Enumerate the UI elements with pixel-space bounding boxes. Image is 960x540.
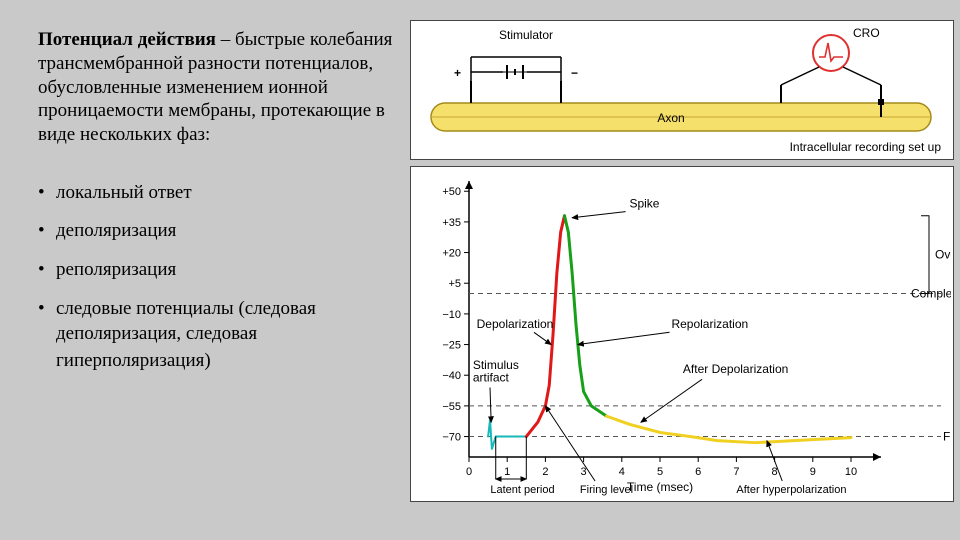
svg-text:0: 0 [466, 466, 472, 478]
svg-text:4: 4 [619, 466, 625, 478]
svg-text:Intracellular recording set up: Intracellular recording set up [790, 140, 942, 154]
svg-text:+50: +50 [442, 186, 461, 198]
svg-text:5: 5 [657, 466, 663, 478]
svg-text:Firing level: Firing level [580, 484, 633, 496]
list-item: деполяризация [38, 219, 400, 244]
svg-text:−70: −70 [442, 432, 461, 444]
svg-text:7: 7 [733, 466, 739, 478]
svg-text:+20: +20 [442, 248, 461, 260]
recording-setup-diagram: Axon Stimulator + − CRO Intracellular recordi… [410, 20, 954, 160]
svg-text:After hyperpolarization: After hyperpolarization [736, 484, 846, 496]
figure-column: Axon Stimulator + − CRO Intracellular recordi… [410, 0, 960, 540]
list-item: следовые потенциалы (следовая деполяриза… [38, 297, 400, 346]
svg-text:Axon: Axon [657, 111, 684, 125]
svg-text:10: 10 [845, 466, 857, 478]
svg-text:Time (msec): Time (msec) [627, 480, 693, 494]
svg-text:After Depolarization: After Depolarization [683, 362, 788, 376]
svg-text:Depolarization: Depolarization [477, 317, 554, 331]
svg-text:−55: −55 [442, 401, 461, 413]
svg-text:Repolarization: Repolarization [671, 317, 748, 331]
svg-text:artifact: artifact [473, 370, 510, 384]
svg-text:−40: −40 [442, 370, 461, 382]
phase-list: локальный ответ деполяризация реполяриза… [38, 181, 400, 372]
term: Потенциал действия [38, 29, 216, 50]
svg-text:+35: +35 [442, 217, 461, 229]
svg-text:−10: −10 [442, 309, 461, 321]
svg-text:−: − [571, 66, 578, 80]
svg-text:CRO: CRO [853, 26, 880, 40]
svg-text:−25: −25 [442, 340, 461, 352]
list-item: реполяризация [38, 258, 400, 283]
action-potential-chart: −70−55−40−25−10+5+20+35+50012345678910Ti… [410, 166, 954, 502]
svg-text:Stimulator: Stimulator [499, 28, 553, 42]
svg-text:6: 6 [695, 466, 701, 478]
list-item-continuation: гиперполяризация) [38, 350, 400, 372]
svg-text:2: 2 [542, 466, 548, 478]
list-item: локальный ответ [38, 181, 400, 206]
definition-paragraph: Потенциал действия – быстрые колебания т… [38, 28, 400, 147]
text-column: Потенциал действия – быстрые колебания т… [0, 0, 410, 540]
svg-text:F: F [943, 430, 950, 444]
svg-text:1: 1 [504, 466, 510, 478]
svg-text:Complete: Complete [911, 286, 951, 300]
svg-text:+5: +5 [448, 278, 461, 290]
svg-text:Spike: Spike [629, 197, 659, 211]
svg-text:Latent period: Latent period [490, 484, 554, 496]
svg-text:9: 9 [810, 466, 816, 478]
svg-text:+: + [454, 66, 461, 80]
svg-text:Overshoot: Overshoot [935, 248, 951, 262]
